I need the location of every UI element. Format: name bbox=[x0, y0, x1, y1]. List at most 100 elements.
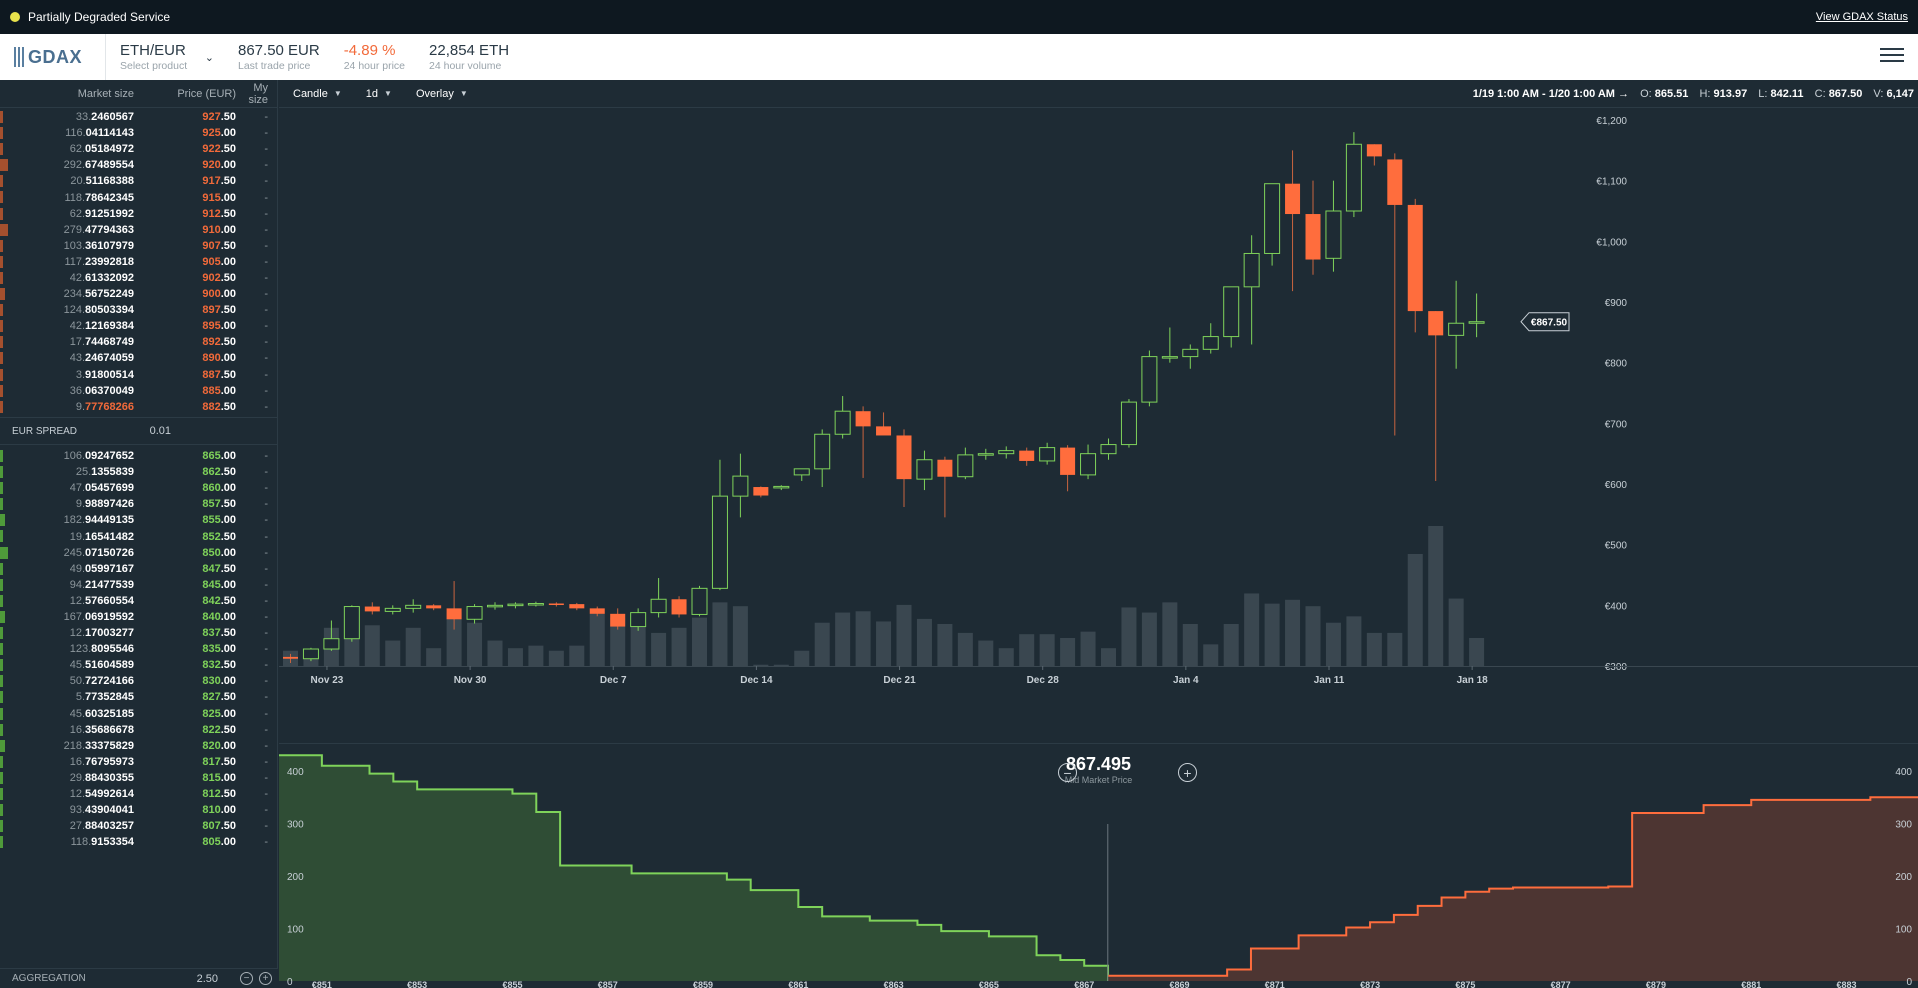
bid-depth-bar bbox=[0, 707, 3, 720]
price-integer: 917 bbox=[202, 175, 221, 188]
bid-row[interactable]: 123.8095546 835.00- bbox=[0, 641, 277, 657]
bid-row[interactable]: 94.21477539 845.00- bbox=[0, 577, 277, 593]
bid-row[interactable]: 29.88430355 815.00- bbox=[0, 770, 277, 786]
bid-row[interactable]: 93.43904041 810.00- bbox=[0, 802, 277, 818]
view-status-link[interactable]: View GDAX Status bbox=[1815, 11, 1908, 23]
bid-row[interactable]: 50.72724166 830.00- bbox=[0, 673, 277, 689]
zoom-in-icon[interactable]: + bbox=[1178, 763, 1197, 782]
product-value: ETH/EUR bbox=[120, 42, 186, 59]
candle-body bbox=[1428, 311, 1444, 336]
my-size-cell: - bbox=[264, 659, 268, 672]
ask-row[interactable]: 9.77768266 882.50- bbox=[0, 399, 277, 415]
ask-row[interactable]: 292.67489554 920.00- bbox=[0, 157, 277, 173]
ask-row[interactable]: 234.56752249 900.00- bbox=[0, 286, 277, 302]
price-integer: 922 bbox=[202, 143, 221, 156]
bid-row[interactable]: 47.05457699 860.00- bbox=[0, 480, 277, 496]
size-fraction: 94449135 bbox=[85, 514, 134, 527]
candlestick-chart[interactable]: €1,200 €1,100 €1,000 €900 €800 €700 €600 €500 €4… bbox=[279, 109, 1918, 744]
gdax-logo[interactable]: GDAX bbox=[0, 34, 106, 80]
my-size-cell: - bbox=[264, 400, 268, 413]
market-size-cell: 42.61332092 bbox=[0, 272, 134, 284]
my-size-cell: - bbox=[264, 820, 268, 833]
ask-row[interactable]: 116.04114143 925.00- bbox=[0, 125, 277, 141]
interval-dropdown[interactable]: 1d ▼ bbox=[366, 88, 392, 100]
bid-row[interactable]: 218.33375829 820.00- bbox=[0, 738, 277, 754]
chevron-down-icon[interactable]: ⌄ bbox=[204, 51, 214, 64]
ask-row[interactable]: 42.12169384 895.00- bbox=[0, 318, 277, 334]
volume-bar bbox=[1182, 624, 1198, 666]
bid-row[interactable]: 12.54992614 812.50- bbox=[0, 786, 277, 802]
size-fraction: 35686678 bbox=[85, 723, 134, 736]
size-integer: 42. bbox=[69, 271, 86, 284]
price-decimal: .00 bbox=[220, 384, 236, 397]
volume-block: 22,854 ETH 24 hour volume bbox=[415, 42, 519, 72]
candle-body bbox=[589, 608, 605, 614]
bid-row[interactable]: 27.88403257 807.50- bbox=[0, 818, 277, 834]
price-integer: 857 bbox=[202, 498, 221, 511]
ask-row[interactable]: 20.51168388 917.50- bbox=[0, 173, 277, 189]
bid-row[interactable]: 16.76795973 817.50- bbox=[0, 754, 277, 770]
size-integer: 29. bbox=[69, 771, 86, 784]
ask-row[interactable]: 117.23992818 905.00- bbox=[0, 254, 277, 270]
size-integer: 42. bbox=[69, 320, 86, 333]
mid-market-price: 867.495 Mid Market Price bbox=[279, 754, 1918, 785]
size-integer: 45. bbox=[69, 707, 86, 720]
bid-row[interactable]: 106.09247652 865.00- bbox=[0, 448, 277, 464]
bid-row[interactable]: 45.60325185 825.00- bbox=[0, 706, 277, 722]
product-selector[interactable]: ETH/EUR Select product ⌄ bbox=[106, 42, 224, 72]
price-decimal: .00 bbox=[220, 546, 236, 559]
ask-row[interactable]: 279.47794363 910.00- bbox=[0, 222, 277, 238]
ask-row[interactable]: 62.91251992 912.50- bbox=[0, 206, 277, 222]
bid-row[interactable]: 49.05997167 847.50- bbox=[0, 561, 277, 577]
bid-row[interactable]: 19.16541482 852.50- bbox=[0, 528, 277, 544]
bid-row[interactable]: 118.9153354 805.00- bbox=[0, 834, 277, 850]
ask-row[interactable]: 103.36107979 907.50- bbox=[0, 238, 277, 254]
ask-row[interactable]: 118.78642345 915.00- bbox=[0, 189, 277, 205]
ask-row[interactable]: 124.80503394 897.50- bbox=[0, 302, 277, 318]
price-cell: 857.50 bbox=[134, 498, 236, 510]
bid-row[interactable]: 167.06919592 840.00- bbox=[0, 609, 277, 625]
market-size-cell: 124.80503394 bbox=[0, 304, 134, 316]
volume-bar bbox=[1080, 631, 1096, 666]
bid-depth-bar bbox=[0, 804, 3, 817]
my-size-cell: - bbox=[264, 352, 268, 365]
ask-row[interactable]: 43.24674059 890.00- bbox=[0, 350, 277, 366]
price-decimal: .50 bbox=[220, 271, 236, 284]
price-decimal: .50 bbox=[220, 368, 236, 381]
ask-row[interactable]: 42.61332092 902.50- bbox=[0, 270, 277, 286]
bid-row[interactable]: 12.57660554 842.50- bbox=[0, 593, 277, 609]
ask-row[interactable]: 62.05184972 922.50- bbox=[0, 141, 277, 157]
bid-depth-bar bbox=[0, 739, 6, 752]
hamburger-menu-icon[interactable] bbox=[1880, 48, 1904, 66]
bid-row[interactable]: 25.1355839 862.50- bbox=[0, 464, 277, 480]
bid-depth-bar bbox=[0, 562, 3, 575]
size-integer: 33. bbox=[75, 111, 92, 124]
depth-chart[interactable]: 400 400 300 300 200 200 100 100 0 0 €851 €853 €855 €8… bbox=[279, 744, 1918, 988]
ask-row[interactable]: 33.2460567 927.50- bbox=[0, 109, 277, 125]
plus-circle-icon[interactable]: + bbox=[259, 972, 272, 985]
ask-row[interactable]: 137.17763816880.00- bbox=[0, 415, 277, 417]
overlay-dropdown[interactable]: Overlay ▼ bbox=[416, 88, 468, 100]
bid-row[interactable]: 182.94449135 855.00- bbox=[0, 512, 277, 528]
ask-row[interactable]: 3.91800514 887.50- bbox=[0, 367, 277, 383]
size-fraction: 60325185 bbox=[85, 707, 134, 720]
ask-row[interactable]: 36.06370049 885.00- bbox=[0, 383, 277, 399]
price-decimal: .50 bbox=[220, 400, 236, 413]
ask-row[interactable]: 17.74468749 892.50- bbox=[0, 334, 277, 350]
candle-body bbox=[630, 612, 647, 628]
price-cell: 917.50 bbox=[134, 175, 236, 187]
price-cell: 915.00 bbox=[134, 192, 236, 204]
size-integer: 93. bbox=[69, 804, 86, 817]
bid-row[interactable]: 12.17003277 837.50- bbox=[0, 625, 277, 641]
zoom-out-icon[interactable]: − bbox=[1058, 763, 1077, 782]
price-integer: 822 bbox=[202, 723, 221, 736]
bid-depth-bar bbox=[0, 787, 3, 800]
bid-row[interactable]: 45.51604589 832.50- bbox=[0, 657, 277, 673]
minus-circle-icon[interactable]: − bbox=[240, 972, 253, 985]
bid-row[interactable]: 5.77352845 827.50- bbox=[0, 689, 277, 705]
bid-row[interactable]: 16.35686678 822.50- bbox=[0, 722, 277, 738]
bid-row[interactable]: 9.98897426 857.50- bbox=[0, 496, 277, 512]
bid-row[interactable]: 245.07150726 850.00- bbox=[0, 545, 277, 561]
price-decimal: .00 bbox=[220, 450, 236, 463]
chart-type-dropdown[interactable]: Candle ▼ bbox=[293, 88, 342, 100]
